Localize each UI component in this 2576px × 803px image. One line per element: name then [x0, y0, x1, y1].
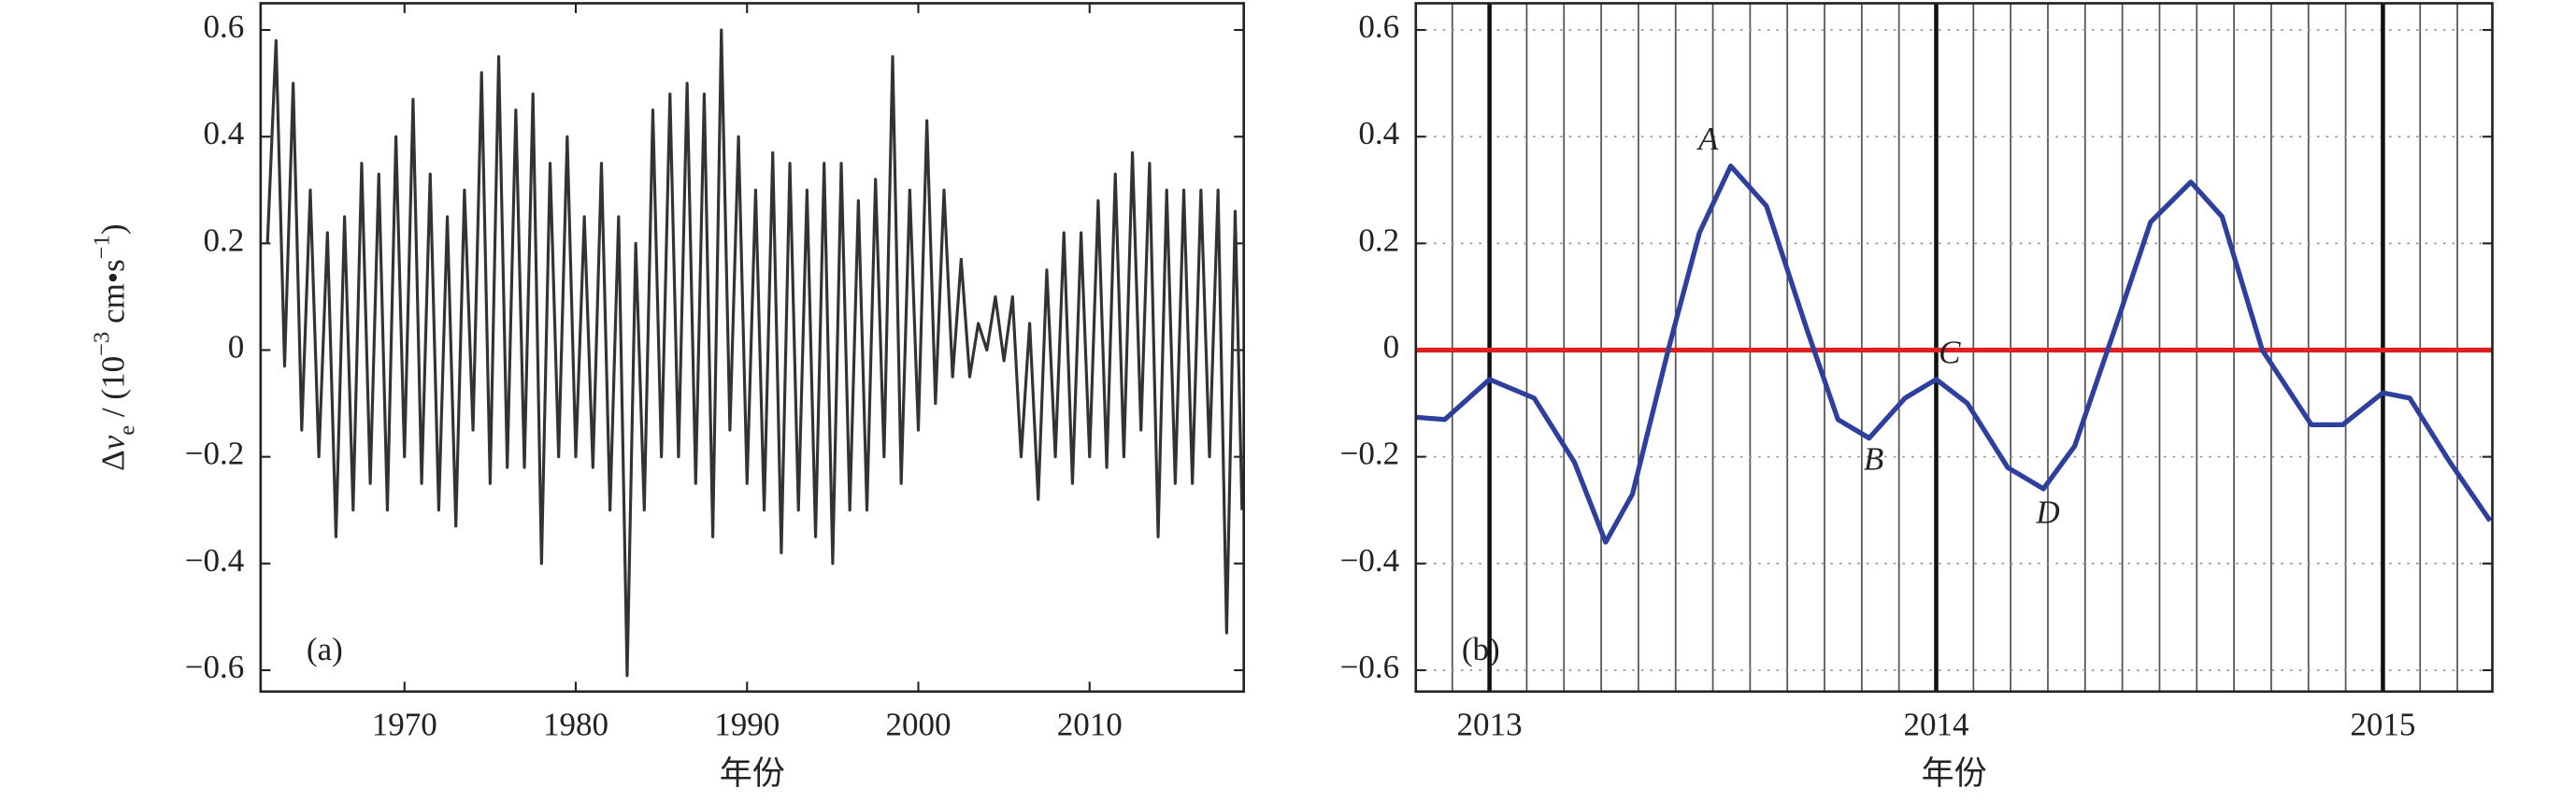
y-axis-label: Δve / (10−3 cm•s−1)	[90, 223, 140, 470]
y-axis-label-part: Δ	[95, 450, 132, 471]
x-tick-label: 1990	[714, 706, 780, 742]
plot-frame	[259, 2, 1245, 694]
y-tick-label: −0.6	[1340, 649, 1400, 685]
y-tick-label: 0.4	[1358, 115, 1399, 151]
y-tick-label: 0	[228, 329, 245, 366]
x-tick-label: 2010	[1057, 706, 1123, 742]
y-tick-label: 0	[1383, 329, 1400, 366]
y-axis-label-part: −3	[90, 332, 115, 356]
y-axis-label-part: e	[115, 425, 140, 436]
panel-label: (b)	[1462, 631, 1500, 667]
x-tick-label: 2013	[1457, 706, 1523, 742]
x-tick-label: 2015	[2350, 706, 2415, 742]
x-axis-label: 年份	[1922, 755, 1987, 792]
x-axis-label: 年份	[720, 755, 785, 792]
y-axis-label-part: cm•s	[95, 259, 132, 332]
annotation: C	[1939, 334, 1961, 370]
x-tick-label: 1970	[372, 706, 437, 742]
annotation: A	[1696, 121, 1719, 157]
y-tick-label: −0.6	[185, 649, 245, 685]
annotation: B	[1864, 440, 1883, 477]
y-tick-label: 0.4	[203, 115, 244, 151]
y-axis-label-part: )	[95, 223, 132, 235]
y-tick-label: 0.6	[1358, 8, 1399, 45]
y-tick-label: 0.2	[203, 222, 244, 258]
panel-label: (a)	[307, 631, 343, 667]
y-tick-label: −0.4	[185, 542, 245, 579]
y-axis-label-part: −1	[90, 235, 115, 259]
plot-frame	[1414, 2, 2494, 694]
x-tick-label: 2014	[1903, 706, 1968, 742]
data-line	[1415, 163, 2493, 545]
x-tick-label: 1980	[543, 706, 608, 742]
data-line	[265, 28, 1244, 678]
x-tick-label: 2000	[885, 706, 951, 742]
y-axis-label-part: v	[95, 435, 132, 450]
y-axis-label-part: / (10	[95, 356, 132, 425]
annotation: D	[2035, 494, 2059, 530]
y-tick-label: −0.2	[185, 436, 245, 472]
y-tick-label: −0.2	[1340, 436, 1400, 472]
y-tick-label: 0.6	[203, 8, 244, 45]
y-tick-label: −0.4	[1340, 542, 1400, 579]
y-tick-label: 0.2	[1358, 222, 1399, 258]
